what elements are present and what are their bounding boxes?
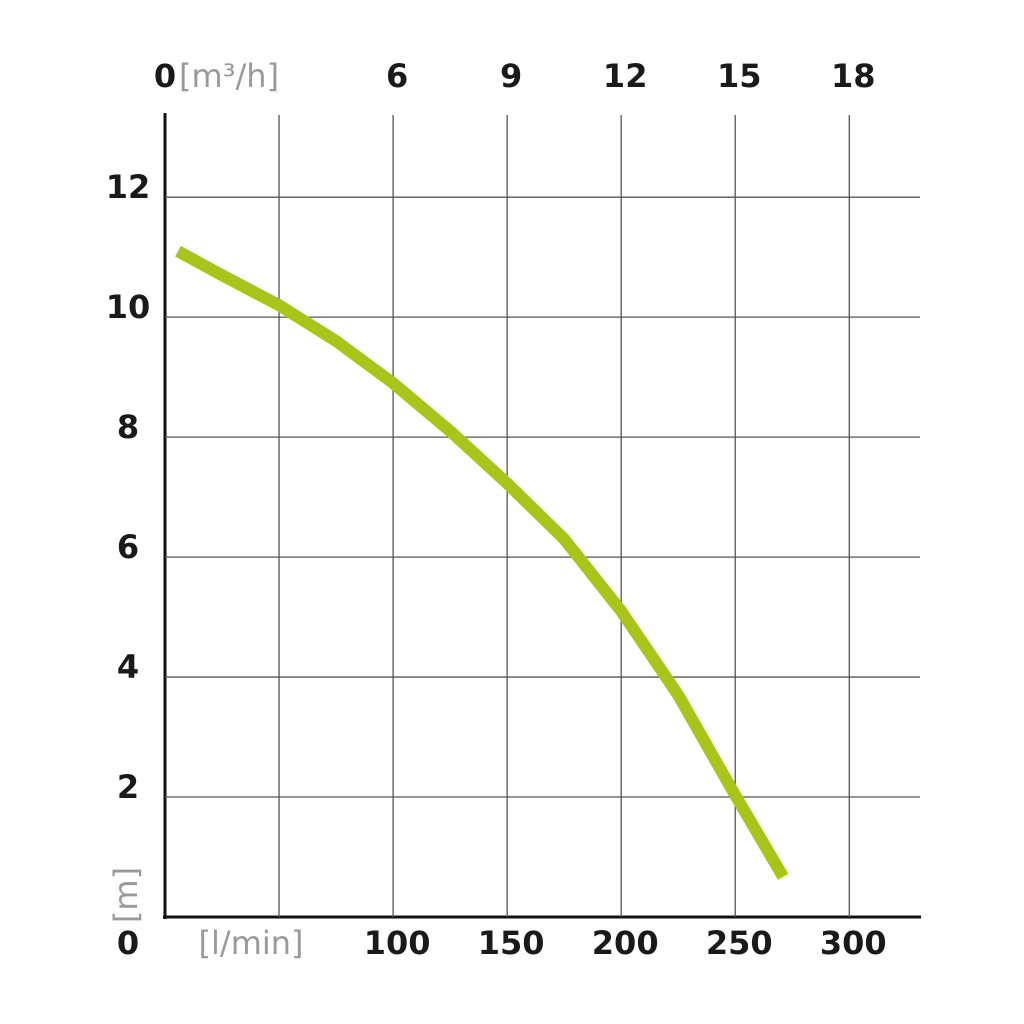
x-tick-label: 300 (820, 924, 887, 962)
x2-tick-label: 9 (500, 57, 522, 95)
x-tick-label: 200 (592, 924, 659, 962)
x-tick-label: [l/min] (199, 924, 304, 962)
y-tick-label: 0 (117, 924, 139, 962)
x2-tick-label: 6 (386, 57, 408, 95)
y-tick-label: 8 (117, 408, 139, 446)
x2-tick-label: 15 (717, 57, 762, 95)
x2-tick-label: [m³/h] (179, 57, 279, 95)
x-tick-label: 250 (706, 924, 773, 962)
y-tick-label: 10 (106, 288, 151, 326)
x-tick-label: 150 (478, 924, 545, 962)
y-tick-label: 6 (117, 528, 139, 566)
y-tick-label: 12 (106, 168, 151, 206)
y-tick-label: 2 (117, 768, 139, 806)
x-tick-label: 100 (364, 924, 431, 962)
x2-tick-label: 18 (831, 57, 876, 95)
x2-tick-label: 0 (154, 57, 176, 95)
x2-tick-label: 12 (603, 57, 648, 95)
y-tick-label: 4 (117, 648, 139, 686)
curve (175, 245, 789, 880)
y-axis-label: [m] (107, 867, 145, 923)
